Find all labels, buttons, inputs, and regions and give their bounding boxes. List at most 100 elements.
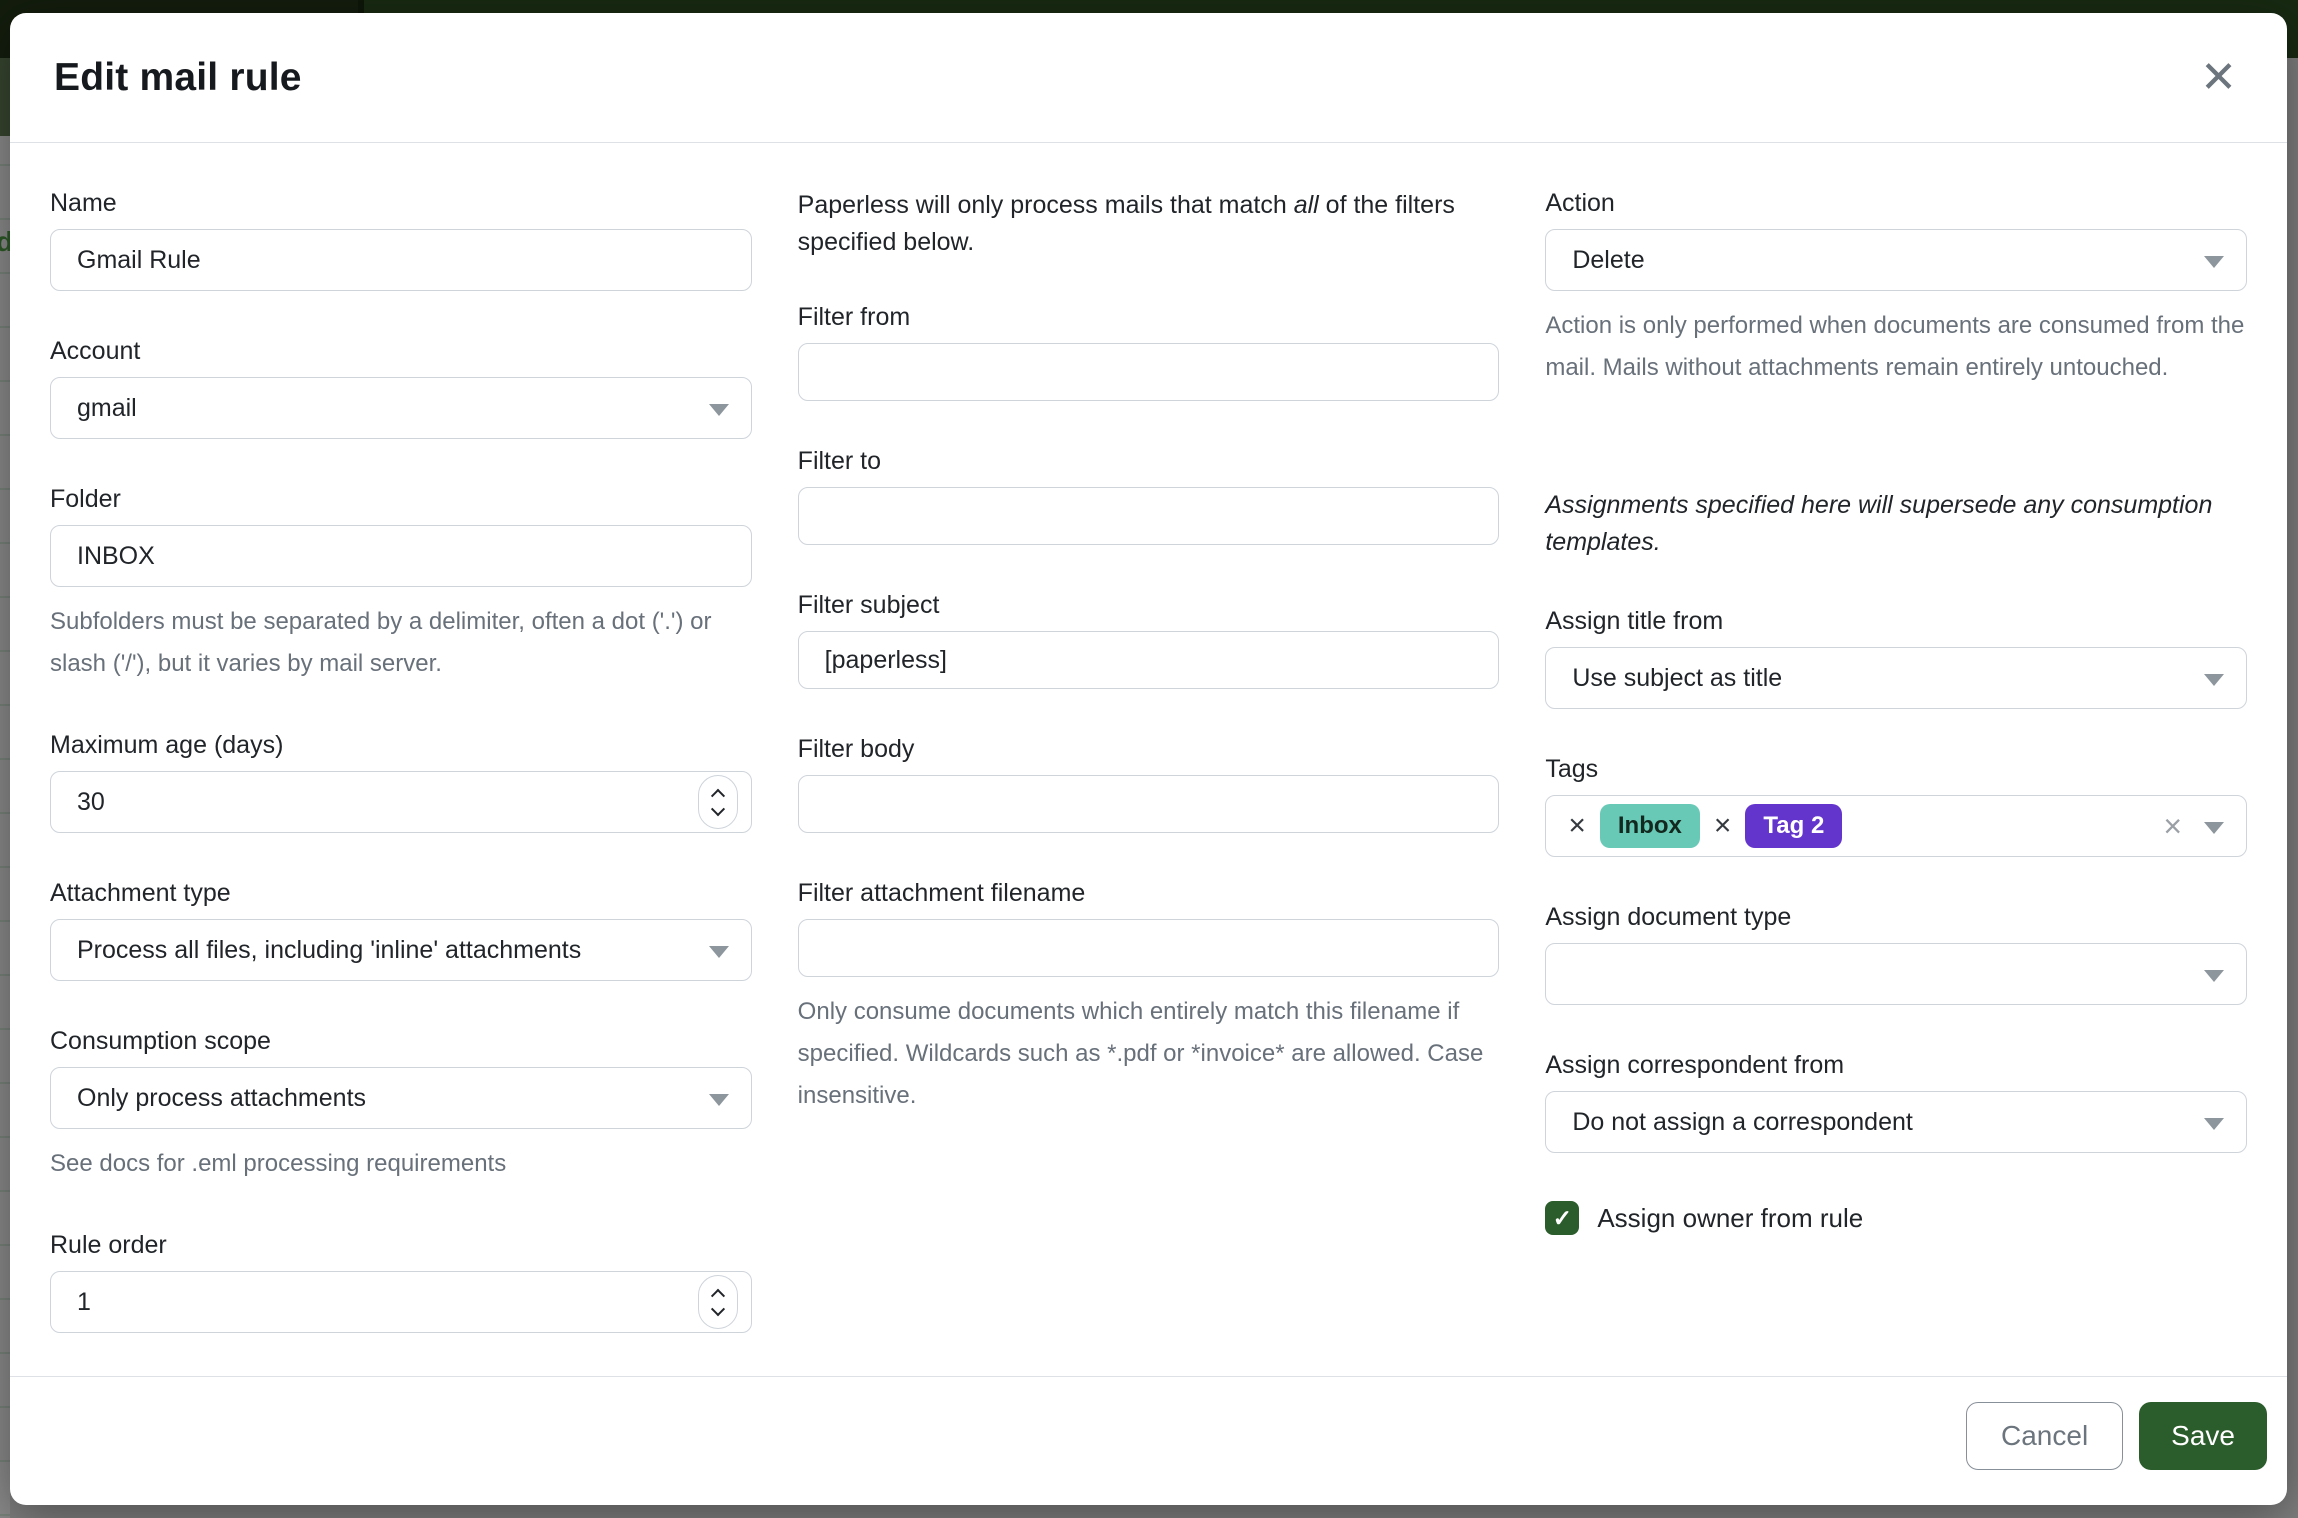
consumption-scope-label: Consumption scope	[50, 1027, 271, 1055]
tag-chip[interactable]: Inbox	[1599, 804, 1700, 848]
background-page-text: d	[0, 226, 14, 257]
assign-owner-row: ✓ Assign owner from rule	[1545, 1201, 2247, 1235]
name-input[interactable]: Gmail Rule	[50, 229, 752, 291]
chevron-down-icon	[708, 404, 729, 416]
consumption-scope-select[interactable]: Only process attachments	[50, 1067, 752, 1129]
dialog-footer: Cancel Save	[10, 1376, 2287, 1505]
filter-from-input[interactable]	[797, 343, 1500, 401]
chevron-down-icon	[2204, 1118, 2225, 1130]
number-stepper[interactable]	[697, 775, 738, 829]
assign-title-select[interactable]: Use subject as title	[1545, 647, 2248, 709]
filter-to-input[interactable]	[797, 487, 1500, 545]
assign-title-field-group: Assign title from Use subject as title	[1545, 605, 2248, 709]
action-help-text: Action is only performed when documents …	[1545, 312, 2245, 381]
filter-subject-input[interactable]: [paperless]	[797, 631, 1500, 689]
tags-field-group: Tags × Inbox × Tag 2 ×	[1545, 753, 2248, 857]
filter-body-input[interactable]	[797, 775, 1500, 833]
column-filters: Paperless will only process mails that m…	[797, 187, 1500, 1376]
filters-intro-pre: Paperless will only process mails that m…	[797, 191, 1294, 219]
folder-field-group: Folder INBOX Subfolders must be separate…	[50, 483, 752, 685]
rule-order-field-group: Rule order 1	[50, 1229, 752, 1333]
action-value: Delete	[1572, 245, 1645, 274]
attachment-type-field-group: Attachment type Process all files, inclu…	[50, 877, 752, 981]
assign-correspondent-select[interactable]: Do not assign a correspondent	[1545, 1091, 2248, 1153]
name-value: Gmail Rule	[77, 245, 201, 274]
stepper-down-icon[interactable]	[710, 801, 725, 816]
folder-input[interactable]: INBOX	[50, 525, 752, 587]
filter-from-field-group: Filter from	[797, 301, 1500, 401]
filters-intro-emphasis: all	[1293, 191, 1319, 219]
tags-label: Tags	[1545, 755, 1599, 783]
dialog-title: Edit mail rule	[54, 55, 302, 99]
assign-doctype-label: Assign document type	[1545, 903, 1792, 931]
tag-chip[interactable]: Tag 2	[1745, 804, 1843, 848]
attachment-type-value: Process all files, including 'inline' at…	[77, 935, 582, 964]
remove-tag-icon[interactable]: ×	[1568, 809, 1586, 842]
filter-body-field-group: Filter body	[797, 733, 1500, 833]
account-label: Account	[50, 337, 141, 365]
tags-multiselect[interactable]: × Inbox × Tag 2 ×	[1545, 795, 2248, 857]
filter-filename-label: Filter attachment filename	[797, 879, 1086, 907]
filters-intro-text: Paperless will only process mails that m…	[798, 187, 1500, 261]
assign-correspondent-field-group: Assign correspondent from Do not assign …	[1545, 1049, 2248, 1153]
max-age-value: 30	[77, 787, 105, 816]
assign-owner-checkbox[interactable]: ✓	[1545, 1201, 1580, 1235]
filter-filename-help-text: Only consume documents which entirely ma…	[797, 998, 1484, 1109]
action-select[interactable]: Delete	[1545, 229, 2248, 291]
filter-filename-input[interactable]	[797, 919, 1500, 977]
name-field-group: Name Gmail Rule	[50, 187, 752, 291]
chevron-down-icon	[708, 1094, 729, 1106]
assign-title-label: Assign title from	[1545, 607, 1724, 635]
action-label: Action	[1545, 189, 1615, 217]
chevron-down-icon	[708, 946, 729, 958]
assign-correspondent-label: Assign correspondent from	[1545, 1051, 1845, 1079]
folder-value: INBOX	[77, 541, 155, 570]
action-field-group: Action Delete Action is only performed w…	[1545, 187, 2248, 389]
filter-to-field-group: Filter to	[797, 445, 1500, 545]
folder-help-text: Subfolders must be separated by a delimi…	[50, 608, 712, 677]
max-age-label: Maximum age (days)	[50, 731, 284, 759]
remove-tag-icon[interactable]: ×	[1713, 809, 1732, 842]
max-age-field-group: Maximum age (days) 30	[50, 729, 752, 833]
cancel-button[interactable]: Cancel	[1966, 1402, 2124, 1470]
stepper-up-icon[interactable]	[710, 1288, 725, 1303]
assign-doctype-field-group: Assign document type	[1545, 901, 2248, 1005]
edit-mail-rule-dialog: Edit mail rule ✕ Name Gmail Rule Account…	[10, 13, 2287, 1505]
chevron-down-icon	[2204, 256, 2225, 268]
filter-subject-value: [paperless]	[824, 645, 947, 674]
filter-body-label: Filter body	[797, 735, 915, 763]
consumption-scope-field-group: Consumption scope Only process attachmen…	[50, 1025, 752, 1185]
filter-to-label: Filter to	[797, 447, 882, 475]
account-field-group: Account gmail	[50, 335, 752, 439]
assign-doctype-select[interactable]	[1545, 943, 2248, 1005]
chevron-down-icon	[2204, 822, 2225, 834]
assign-owner-label: Assign owner from rule	[1597, 1202, 1864, 1233]
rule-order-value: 1	[77, 1287, 91, 1316]
assign-correspondent-value: Do not assign a correspondent	[1572, 1107, 1913, 1136]
column-general: Name Gmail Rule Account gmail Folder INB…	[50, 187, 752, 1376]
column-action-assignments: Action Delete Action is only performed w…	[1545, 187, 2248, 1376]
stepper-up-icon[interactable]	[710, 788, 725, 803]
attachment-type-select[interactable]: Process all files, including 'inline' at…	[50, 919, 752, 981]
max-age-input[interactable]: 30	[50, 771, 752, 833]
dialog-body: Name Gmail Rule Account gmail Folder INB…	[10, 143, 2287, 1376]
folder-label: Folder	[50, 485, 121, 513]
close-icon[interactable]: ✕	[2194, 55, 2243, 100]
stepper-down-icon[interactable]	[710, 1301, 725, 1316]
filter-subject-label: Filter subject	[797, 591, 940, 619]
background-page-block	[0, 58, 10, 136]
save-button[interactable]: Save	[2139, 1402, 2267, 1470]
account-select[interactable]: gmail	[50, 377, 752, 439]
assign-title-value: Use subject as title	[1572, 663, 1783, 692]
clear-tags-icon[interactable]: ×	[2163, 808, 2183, 844]
rule-order-label: Rule order	[50, 1231, 167, 1259]
background-page-sliver: d	[0, 58, 14, 1518]
chevron-down-icon	[2204, 970, 2225, 982]
chevron-down-icon	[2204, 674, 2225, 686]
rule-order-input[interactable]: 1	[50, 1271, 752, 1333]
consumption-scope-help-text: See docs for .eml processing requirement…	[50, 1150, 507, 1177]
account-value: gmail	[77, 393, 137, 422]
number-stepper[interactable]	[697, 1275, 738, 1329]
filter-subject-field-group: Filter subject [paperless]	[797, 589, 1500, 689]
consumption-scope-value: Only process attachments	[77, 1083, 367, 1112]
